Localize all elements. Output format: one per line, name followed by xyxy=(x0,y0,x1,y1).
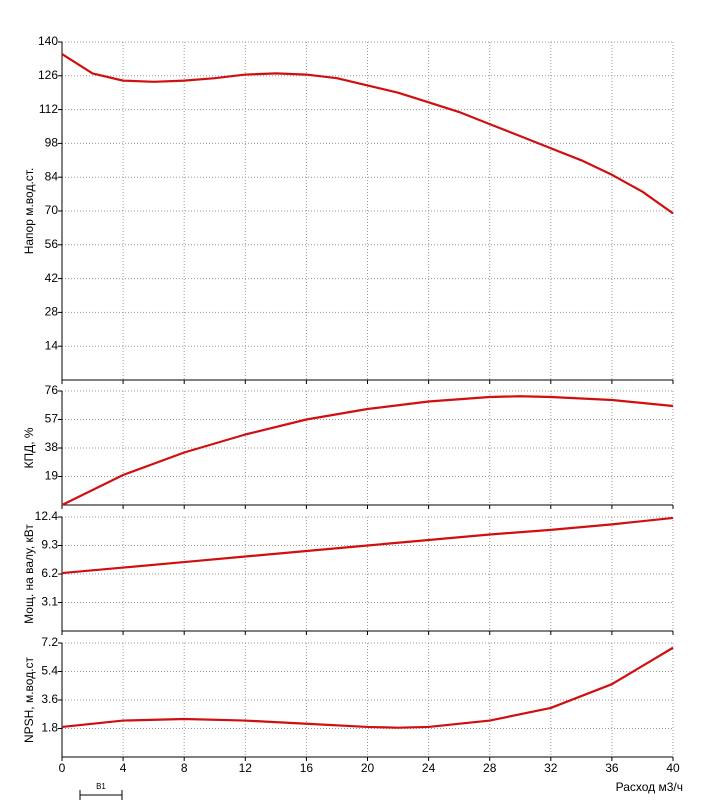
y-tick-label: 70 xyxy=(45,203,59,217)
y-tick-label: 9.3 xyxy=(41,538,58,552)
y-tick-label: 3.1 xyxy=(41,595,58,609)
y-tick-label: 3.6 xyxy=(41,692,58,706)
y-tick-label: 126 xyxy=(38,68,58,82)
y-axis-label: Мощ. на валу, кВт xyxy=(22,524,36,624)
y-tick-label: 140 xyxy=(38,34,58,48)
y-tick-label: 6.2 xyxy=(41,566,58,580)
x-tick-label: 24 xyxy=(422,761,436,775)
x-tick-label: 16 xyxy=(300,761,314,775)
y-axis-label: Напор м.вод.ст. xyxy=(22,168,36,255)
y-tick-label: 112 xyxy=(39,102,58,116)
y-tick-label: 28 xyxy=(45,305,59,319)
y-tick-label: 84 xyxy=(45,169,59,183)
x-tick-label: 36 xyxy=(605,761,619,775)
y-axis-label: NPSH, м.вод.ст xyxy=(22,656,36,743)
x-tick-label: 28 xyxy=(483,761,497,775)
y-tick-label: 76 xyxy=(45,383,59,397)
y-axis-label: КПД, % xyxy=(22,427,36,468)
x-tick-label: 20 xyxy=(361,761,375,775)
x-tick-label: 4 xyxy=(120,761,127,775)
y-tick-label: 5.4 xyxy=(41,664,58,678)
y-tick-label: 14 xyxy=(45,338,59,352)
data-line xyxy=(61,646,674,729)
y-tick-label: 42 xyxy=(45,271,59,285)
x-tick-label: 40 xyxy=(666,761,680,775)
data-line xyxy=(61,53,674,215)
y-tick-label: 19 xyxy=(45,469,59,483)
y-tick-label: 12.4 xyxy=(35,509,59,523)
y-tick-label: 1.8 xyxy=(41,721,58,735)
data-line xyxy=(61,395,674,506)
x-tick-label: 8 xyxy=(181,761,188,775)
x-tick-label: 0 xyxy=(59,761,66,775)
x-axis-label: Расход м3/ч xyxy=(616,780,683,794)
y-tick-label: 56 xyxy=(45,237,59,251)
y-tick-label: 7.2 xyxy=(41,635,58,649)
y-tick-label: 98 xyxy=(45,136,59,150)
marker-label: B1 xyxy=(96,782,106,791)
x-tick-label: 12 xyxy=(239,761,253,775)
y-tick-label: 38 xyxy=(45,440,59,454)
data-line xyxy=(61,516,674,575)
x-tick-label: 32 xyxy=(544,761,558,775)
y-tick-label: 57 xyxy=(45,412,59,426)
